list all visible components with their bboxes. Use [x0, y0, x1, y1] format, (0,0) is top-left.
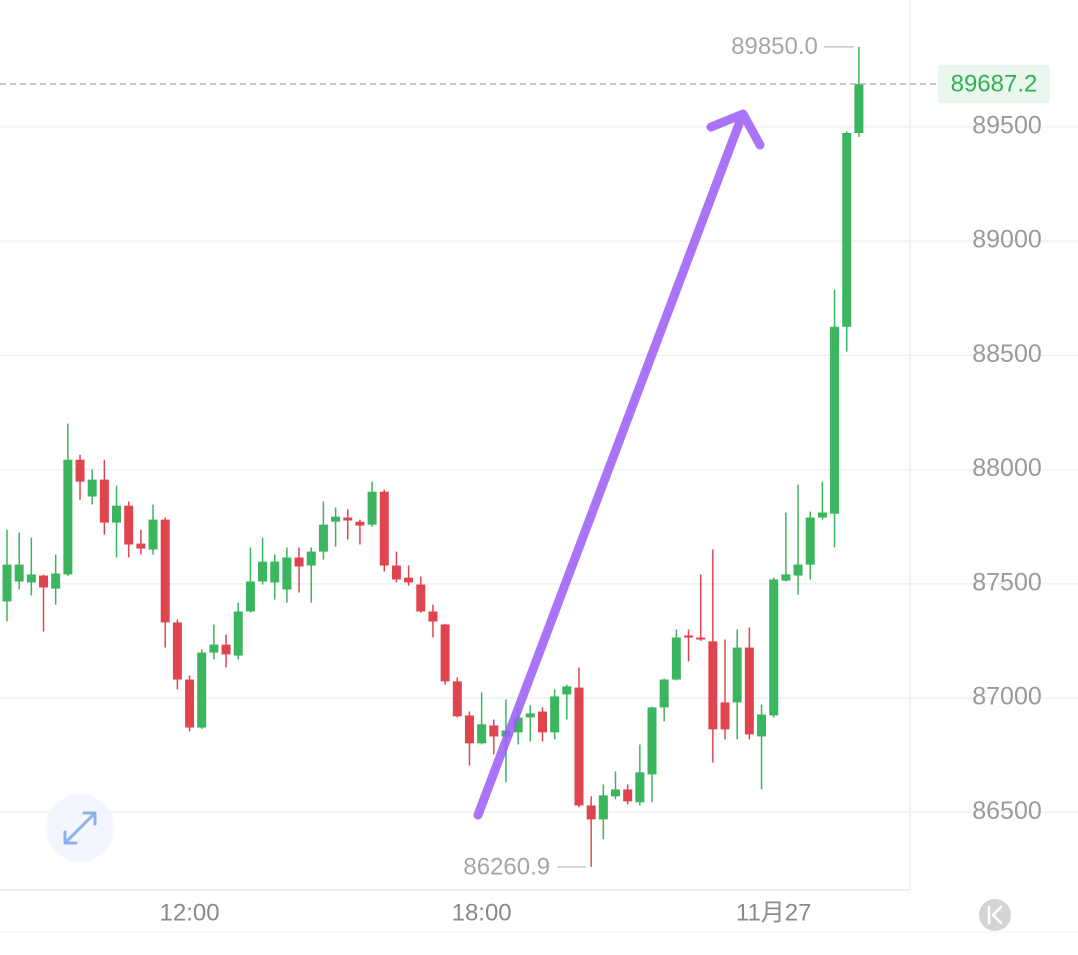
candle-body: [659, 679, 669, 708]
last-price-box: [938, 65, 1050, 104]
candle-body: [355, 521, 365, 526]
candle-body: [39, 575, 49, 588]
candle-body: [489, 725, 499, 737]
candle-body: [684, 635, 694, 638]
candle-body: [623, 789, 633, 802]
candle-body: [793, 564, 803, 576]
candle-body: [586, 805, 596, 820]
candle-body: [781, 574, 791, 581]
candle-body: [513, 717, 523, 733]
candle-body: [379, 491, 389, 566]
candle-body: [270, 561, 280, 583]
candle-body: [574, 687, 584, 806]
candle-body: [817, 512, 827, 518]
candle-body: [440, 624, 450, 682]
candle-body: [854, 84, 864, 133]
candle-body: [294, 557, 304, 567]
candle-body: [233, 611, 243, 656]
candle-body: [282, 557, 292, 590]
low-label: 86260.9: [463, 853, 550, 880]
candle-body: [842, 132, 852, 327]
candle-body: [14, 564, 24, 582]
candle-body: [258, 561, 268, 582]
candle-body: [671, 637, 681, 680]
y-tick-label: 89500: [972, 111, 1042, 139]
candle-body: [318, 524, 328, 552]
candle-body: [306, 551, 316, 566]
candle-body: [452, 681, 462, 717]
x-tick-label: 11月27: [736, 899, 812, 926]
candle-body: [428, 611, 438, 622]
candle-body: [124, 505, 134, 545]
y-tick-label: 86500: [972, 797, 1042, 825]
y-tick-label: 87500: [972, 568, 1042, 596]
candle-body: [732, 647, 742, 703]
high-label: 89850.0: [731, 33, 818, 60]
candle-body: [769, 579, 779, 716]
x-tick-label: 18:00: [452, 899, 512, 926]
candle-body: [830, 326, 840, 514]
candle-body: [404, 577, 414, 583]
x-tick-label: 12:00: [160, 899, 220, 926]
candle-body: [635, 772, 645, 803]
candle-body: [172, 622, 182, 680]
candle-body: [464, 715, 474, 744]
candle-body: [2, 564, 12, 602]
candle-body: [63, 459, 73, 575]
collapse-button[interactable]: [979, 899, 1011, 931]
candle-body: [391, 565, 401, 580]
expand-button[interactable]: [46, 794, 114, 862]
y-tick-label: 87000: [972, 683, 1042, 711]
last-price-label: 89687.2: [951, 70, 1038, 97]
candle-body: [416, 584, 426, 612]
candle-body: [367, 491, 377, 525]
candle-body: [550, 696, 560, 733]
candle-body: [112, 505, 122, 523]
candle-body: [221, 644, 231, 655]
candle-body: [26, 574, 36, 583]
candle-body: [209, 644, 219, 653]
candle-body: [245, 581, 255, 612]
candle-body: [708, 641, 718, 730]
candle-body: [757, 714, 767, 737]
candle-body: [87, 479, 97, 497]
candle-body: [696, 637, 706, 640]
y-tick-label: 89000: [972, 226, 1042, 254]
candle-body: [331, 516, 341, 522]
candle-body: [537, 711, 547, 733]
candle-body: [598, 795, 608, 820]
candle-body: [197, 652, 207, 728]
candle-body: [805, 517, 815, 565]
candle-body: [343, 517, 353, 521]
candle-body: [647, 707, 657, 775]
candle-body: [720, 702, 730, 730]
candle-body: [611, 789, 620, 797]
candle-body: [51, 573, 61, 589]
candle-body: [99, 479, 109, 523]
candle-body: [185, 679, 195, 728]
candle-body: [477, 724, 487, 744]
candle-body: [75, 459, 85, 482]
y-tick-label: 88000: [972, 454, 1042, 482]
y-tick-label: 88500: [972, 340, 1042, 368]
candle-body: [525, 713, 535, 718]
candle-body: [744, 647, 754, 735]
candle-body: [562, 686, 572, 695]
trend-arrow: [473, 109, 765, 820]
candle-body: [148, 519, 158, 550]
candle-body: [136, 543, 146, 549]
candle-body: [160, 519, 170, 623]
